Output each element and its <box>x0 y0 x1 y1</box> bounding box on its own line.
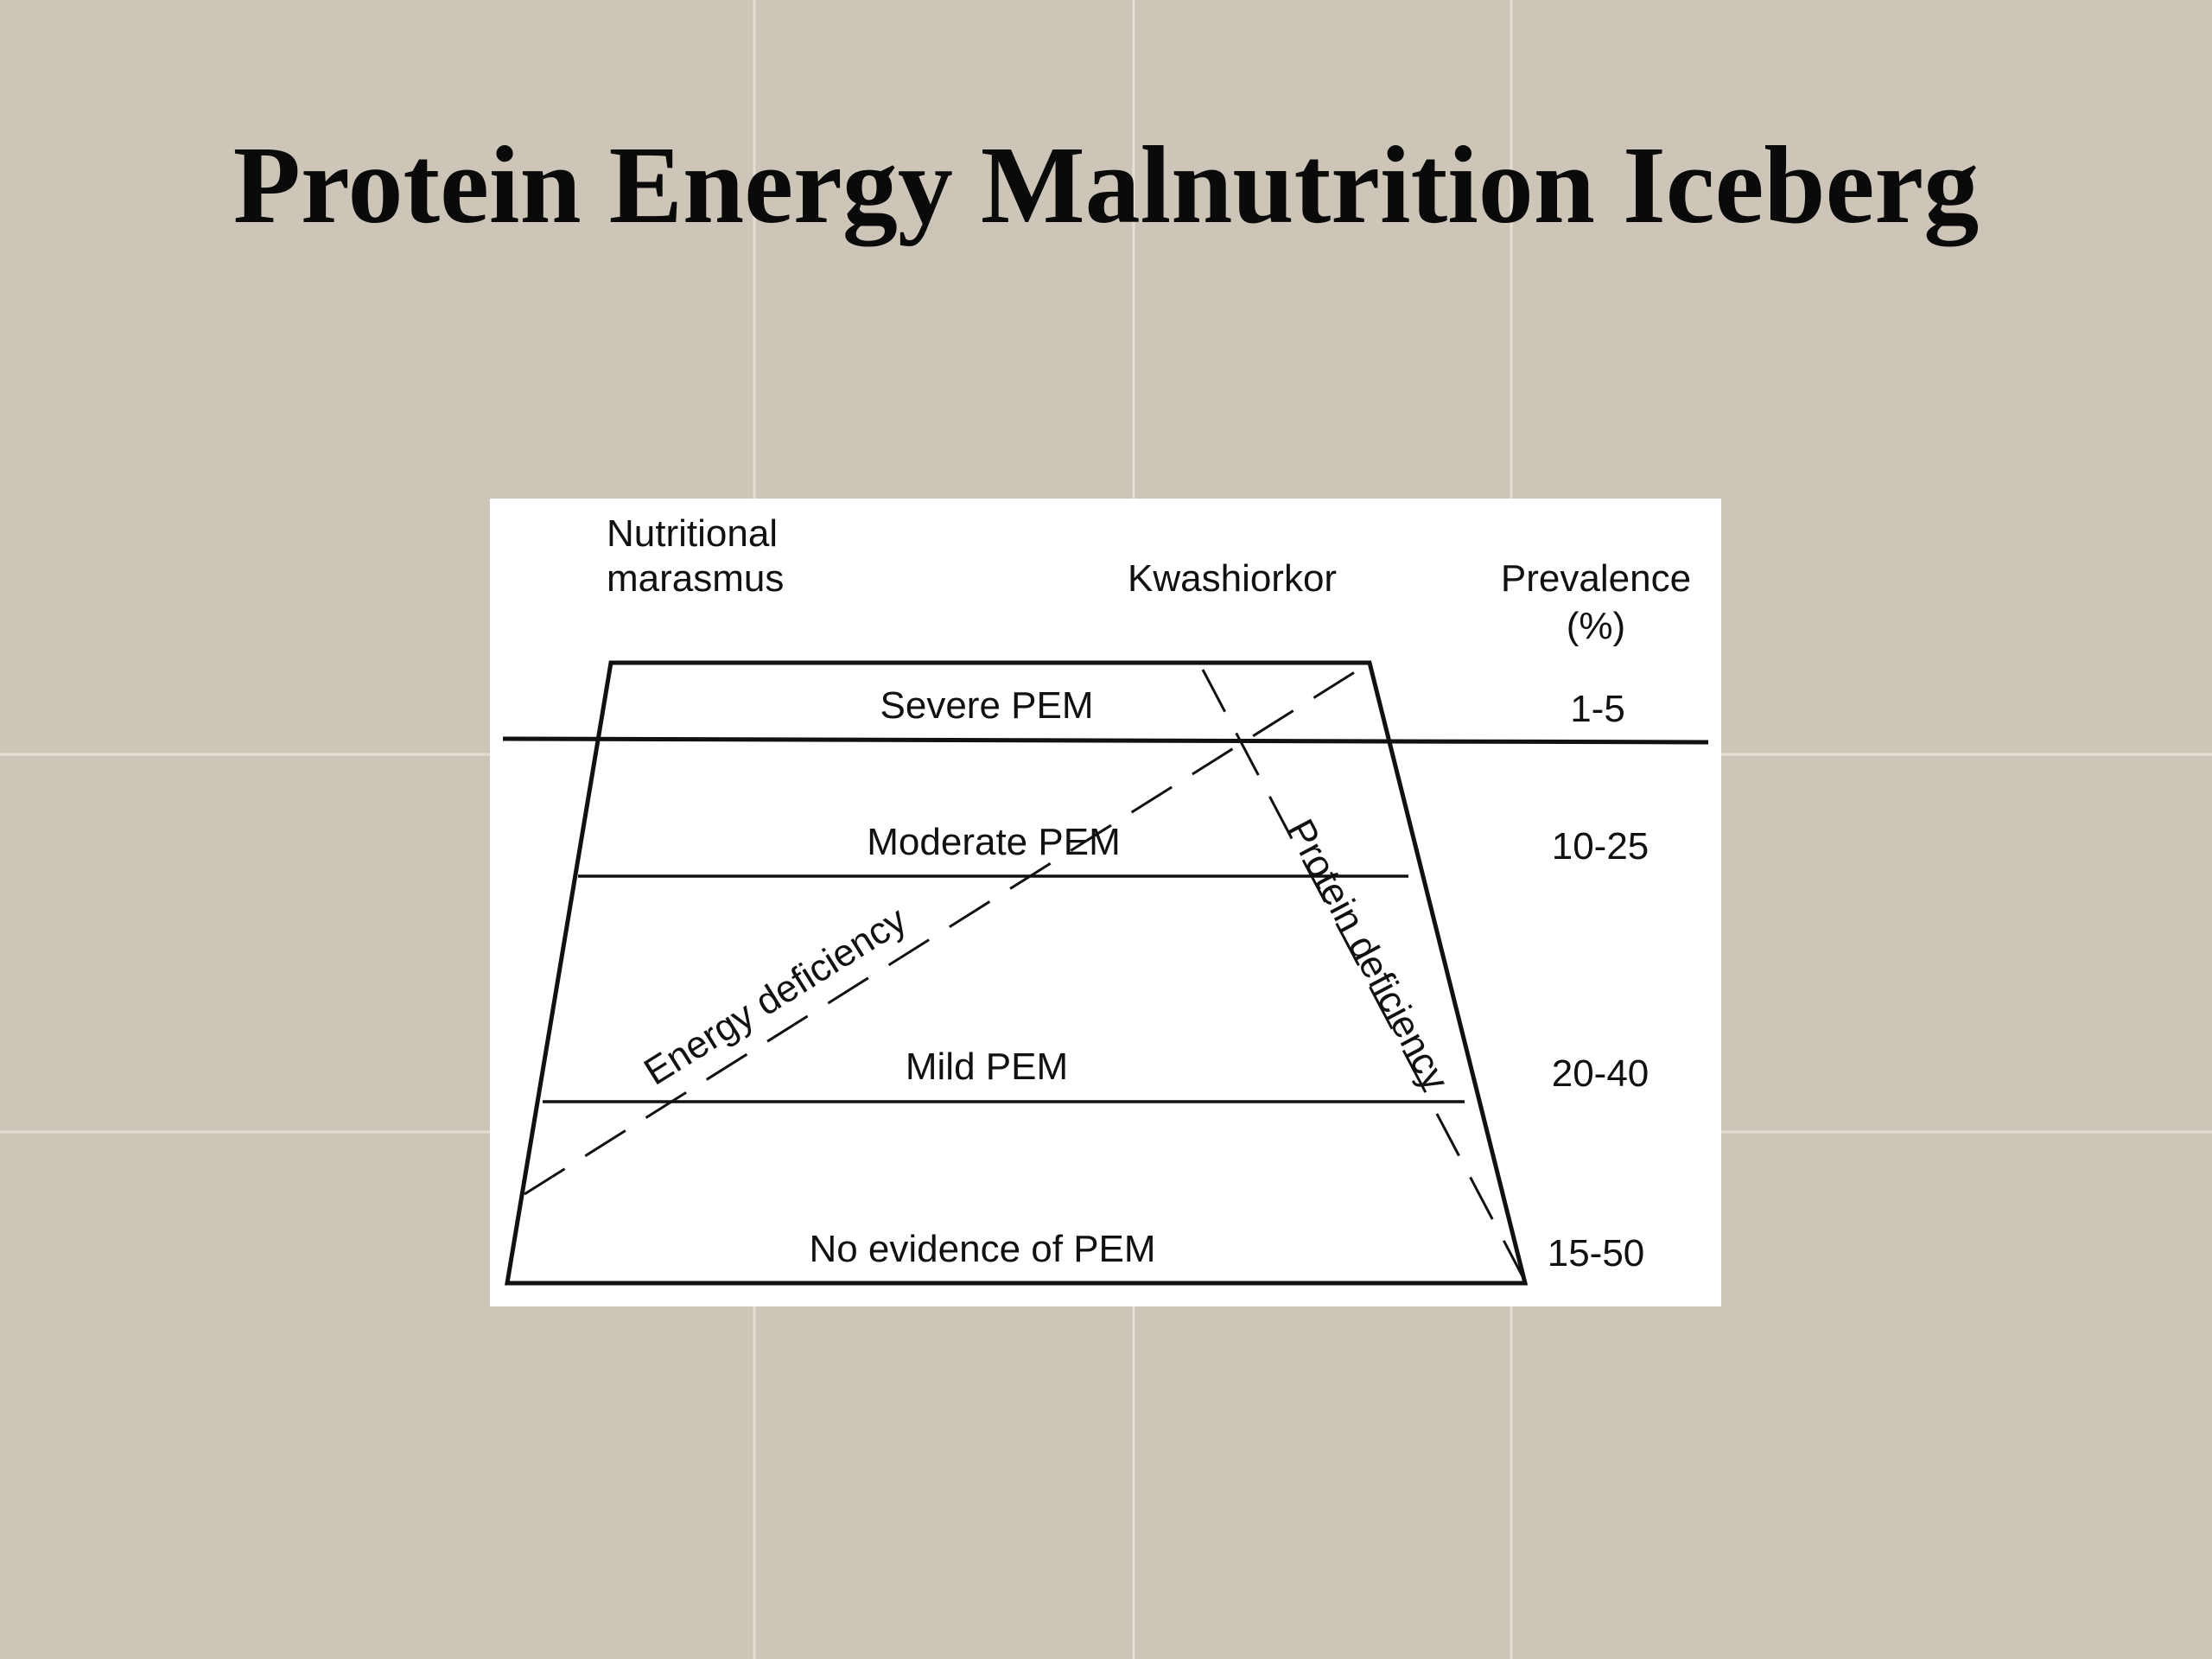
prevalence-severe: 1-5 <box>1570 688 1625 730</box>
protein-deficiency-line <box>1201 669 1524 1277</box>
header-marasmus: marasmus <box>607 557 784 600</box>
header-nutritional: Nutritional <box>607 512 778 555</box>
level-label-moderate: Moderate PEM <box>867 821 1120 863</box>
level-label-severe: Severe PEM <box>880 684 1094 727</box>
iceberg-outline <box>505 660 1529 1286</box>
slide-title: Protein Energy Malnutrition Iceberg <box>232 124 1980 246</box>
iceberg-diagram: Nutritional marasmus Kwashiorkor Prevale… <box>490 499 1721 1306</box>
prevalence-none: 15-50 <box>1548 1232 1645 1274</box>
header-kwashiorkor: Kwashiorkor <box>1128 557 1337 600</box>
protein-deficiency-label: Protein deficiency <box>1279 812 1457 1097</box>
iceberg-svg: Nutritional marasmus Kwashiorkor Prevale… <box>502 512 1709 1286</box>
header-prevalence: Prevalence <box>1501 557 1691 600</box>
prevalence-mild: 20-40 <box>1552 1052 1649 1095</box>
header-percent: (%) <box>1567 605 1625 647</box>
level-label-none: No evidence of PEM <box>809 1228 1155 1270</box>
water-line <box>502 736 1709 745</box>
energy-deficiency-label: Energy deficiency <box>637 899 913 1094</box>
level-label-mild: Mild PEM <box>906 1046 1068 1088</box>
prevalence-moderate: 10-25 <box>1552 825 1649 868</box>
energy-deficiency-line <box>524 661 1370 1196</box>
